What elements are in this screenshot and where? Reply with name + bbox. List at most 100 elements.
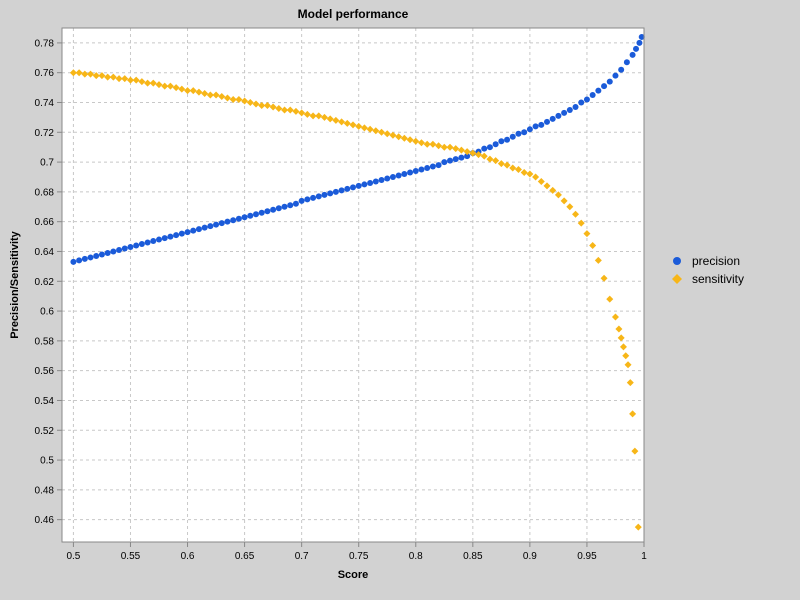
data-point-precision	[162, 235, 168, 241]
data-point-precision	[82, 256, 88, 262]
data-point-precision	[418, 167, 424, 173]
data-point-precision	[299, 198, 305, 204]
chart-svg: 0.50.550.60.650.70.750.80.850.90.9510.46…	[0, 0, 800, 600]
y-tick-label: 0.56	[35, 366, 55, 377]
data-point-precision	[179, 231, 185, 237]
data-point-precision	[407, 170, 413, 176]
y-tick-label: 0.52	[35, 426, 55, 437]
x-tick-label: 0.8	[409, 551, 423, 562]
data-point-precision	[224, 219, 230, 225]
data-point-precision	[133, 243, 139, 249]
data-point-precision	[481, 146, 487, 152]
circle-icon	[670, 254, 684, 268]
data-point-precision	[550, 116, 556, 122]
data-point-precision	[555, 113, 561, 119]
y-tick-label: 0.7	[40, 158, 54, 169]
data-point-precision	[493, 141, 499, 147]
data-point-precision	[350, 184, 356, 190]
data-point-precision	[515, 131, 521, 137]
y-tick-label: 0.64	[35, 247, 55, 258]
data-point-precision	[567, 107, 573, 113]
data-point-precision	[504, 137, 510, 143]
data-point-precision	[510, 134, 516, 140]
data-point-precision	[636, 40, 642, 46]
data-point-precision	[578, 99, 584, 105]
data-point-precision	[293, 201, 299, 207]
data-point-precision	[105, 250, 111, 256]
data-point-precision	[264, 208, 270, 214]
data-point-precision	[367, 180, 373, 186]
data-point-precision	[612, 73, 618, 79]
data-point-precision	[145, 240, 151, 246]
y-tick-label: 0.76	[35, 68, 55, 79]
data-point-precision	[390, 174, 396, 180]
data-point-precision	[527, 126, 533, 132]
data-point-precision	[521, 129, 527, 135]
data-point-precision	[219, 220, 225, 226]
data-point-precision	[282, 204, 288, 210]
data-point-precision	[76, 257, 82, 263]
data-point-precision	[150, 238, 156, 244]
data-point-precision	[344, 186, 350, 192]
data-point-precision	[561, 110, 567, 116]
data-point-precision	[185, 229, 191, 235]
data-point-precision	[601, 83, 607, 89]
data-point-precision	[173, 232, 179, 238]
data-point-precision	[156, 237, 162, 243]
data-point-precision	[538, 122, 544, 128]
chart-container: 0.50.550.60.650.70.750.80.850.90.9510.46…	[0, 0, 800, 600]
data-point-precision	[122, 245, 128, 251]
y-tick-label: 0.78	[35, 38, 55, 49]
data-point-precision	[618, 67, 624, 73]
data-point-precision	[379, 177, 385, 183]
data-point-precision	[584, 97, 590, 103]
diamond-icon	[670, 272, 684, 286]
data-point-precision	[236, 216, 242, 222]
data-point-precision	[88, 254, 94, 260]
y-tick-label: 0.74	[35, 98, 55, 109]
data-point-precision	[607, 79, 613, 85]
data-point-precision	[247, 213, 253, 219]
data-point-precision	[139, 241, 145, 247]
data-point-precision	[276, 205, 282, 211]
data-point-precision	[498, 138, 504, 144]
data-point-precision	[321, 192, 327, 198]
data-point-precision	[590, 92, 596, 98]
data-point-precision	[116, 247, 122, 253]
data-point-precision	[595, 88, 601, 94]
y-tick-label: 0.46	[35, 515, 55, 526]
data-point-precision	[458, 155, 464, 161]
data-point-precision	[453, 156, 459, 162]
data-point-precision	[202, 225, 208, 231]
legend-item-sensitivity: sensitivity	[670, 270, 744, 288]
y-tick-label: 0.62	[35, 277, 55, 288]
data-point-precision	[242, 214, 248, 220]
data-point-precision	[310, 195, 316, 201]
x-tick-label: 0.65	[235, 551, 255, 562]
data-point-precision	[356, 183, 362, 189]
data-point-precision	[99, 251, 105, 257]
data-point-precision	[624, 59, 630, 65]
y-tick-label: 0.66	[35, 217, 55, 228]
data-point-precision	[436, 162, 442, 168]
y-tick-label: 0.68	[35, 187, 55, 198]
data-point-precision	[533, 123, 539, 129]
data-point-precision	[384, 175, 390, 181]
data-point-precision	[207, 223, 213, 229]
x-tick-label: 0.7	[295, 551, 309, 562]
x-tick-label: 0.6	[181, 551, 195, 562]
data-point-precision	[333, 189, 339, 195]
x-axis-label: Score	[338, 569, 369, 581]
x-tick-label: 0.95	[577, 551, 597, 562]
data-point-precision	[441, 159, 447, 165]
data-point-precision	[196, 226, 202, 232]
legend-label: precision	[692, 254, 740, 268]
data-point-precision	[447, 158, 453, 164]
data-point-precision	[573, 104, 579, 110]
legend: precision sensitivity	[670, 252, 744, 288]
data-point-precision	[70, 259, 76, 265]
data-point-precision	[361, 181, 367, 187]
data-point-precision	[413, 168, 419, 174]
data-point-precision	[253, 211, 259, 217]
data-point-precision	[544, 119, 550, 125]
